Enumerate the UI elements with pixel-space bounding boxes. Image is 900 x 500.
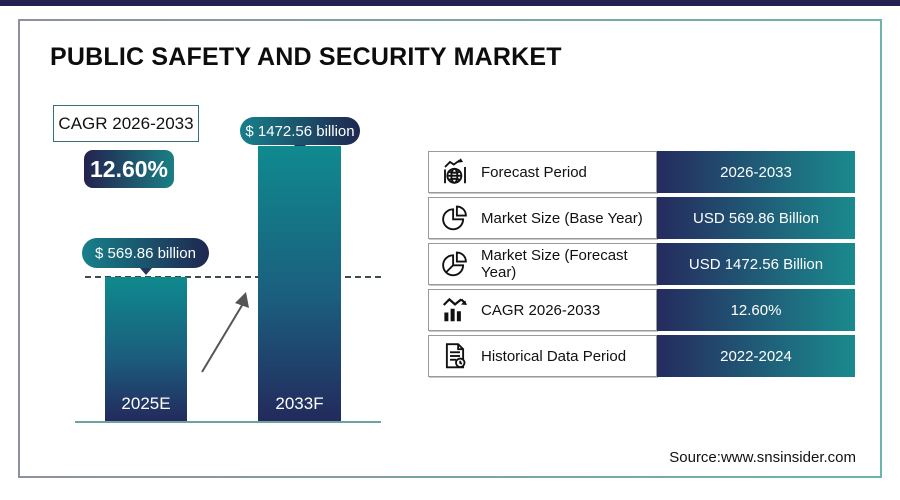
spec-label: Market Size (Base Year): [481, 209, 643, 227]
pie-chart-icon: [439, 202, 471, 234]
top-accent-strip: [0, 0, 900, 6]
bar-2025: 2025E: [105, 277, 187, 421]
spec-label: Forecast Period: [481, 163, 587, 181]
table-row: Historical Data Period 2022-2024: [428, 335, 855, 377]
content-frame: PUBLIC SAFETY AND SECURITY MARKET CAGR 2…: [18, 19, 882, 478]
spec-label: CAGR 2026-2033: [481, 301, 601, 319]
chart-baseline: [75, 421, 381, 423]
bar-2033-label: 2033F: [275, 394, 324, 413]
spec-label: Historical Data Period: [481, 347, 627, 365]
table-row: Forecast Period 2026-2033: [428, 151, 855, 193]
value-callout-2025: $ 569.86 billion: [82, 238, 209, 275]
document-clock-icon: [439, 340, 471, 372]
spec-label-cell: Market Size (Base Year): [428, 197, 657, 239]
callout-pointer-icon: [139, 268, 152, 275]
value-callout-2033-label: $ 1472.56 billion: [245, 122, 355, 140]
content-area: PUBLIC SAFETY AND SECURITY MARKET CAGR 2…: [20, 21, 880, 476]
market-spec-table: Forecast Period 2026-2033 Market Size (B…: [428, 151, 855, 377]
bar-2033: 2033F: [258, 146, 341, 421]
spec-value-cell: 2022-2024: [657, 335, 855, 377]
table-row: Market Size (Base Year) USD 569.86 Billi…: [428, 197, 855, 239]
spec-value-cell: 2026-2033: [657, 151, 855, 193]
spec-value-cell: USD 569.86 Billion: [657, 197, 855, 239]
globe-growth-icon: [439, 156, 471, 188]
spec-label-cell: Historical Data Period: [428, 335, 657, 377]
value-callout-2025-label: $ 569.86 billion: [95, 244, 196, 262]
bar-2025-label: 2025E: [121, 394, 171, 413]
cagr-period-box: CAGR 2026-2033: [53, 105, 199, 142]
page-title: PUBLIC SAFETY AND SECURITY MARKET: [50, 43, 562, 71]
spec-label-cell: Forecast Period: [428, 151, 657, 193]
table-row: Market Size (Forecast Year) USD 1472.56 …: [428, 243, 855, 285]
table-row: CAGR 2026-2033 12.60%: [428, 289, 855, 331]
pie-chart-icon: [439, 248, 471, 280]
spec-value-cell: 12.60%: [657, 289, 855, 331]
spec-label: Market Size (Forecast Year): [481, 247, 628, 281]
cagr-value-badge: 12.60%: [84, 150, 174, 188]
spec-label-cell: Market Size (Forecast Year): [428, 243, 657, 285]
source-credit: Source:www.snsinsider.com: [669, 449, 856, 466]
bar-growth-icon: [439, 294, 471, 326]
spec-value-cell: USD 1472.56 Billion: [657, 243, 855, 285]
growth-arrow-icon: [201, 292, 249, 373]
reference-dashed-line: [85, 276, 381, 278]
value-callout-2033: $ 1472.56 billion: [240, 117, 360, 152]
spec-label-cell: CAGR 2026-2033: [428, 289, 657, 331]
